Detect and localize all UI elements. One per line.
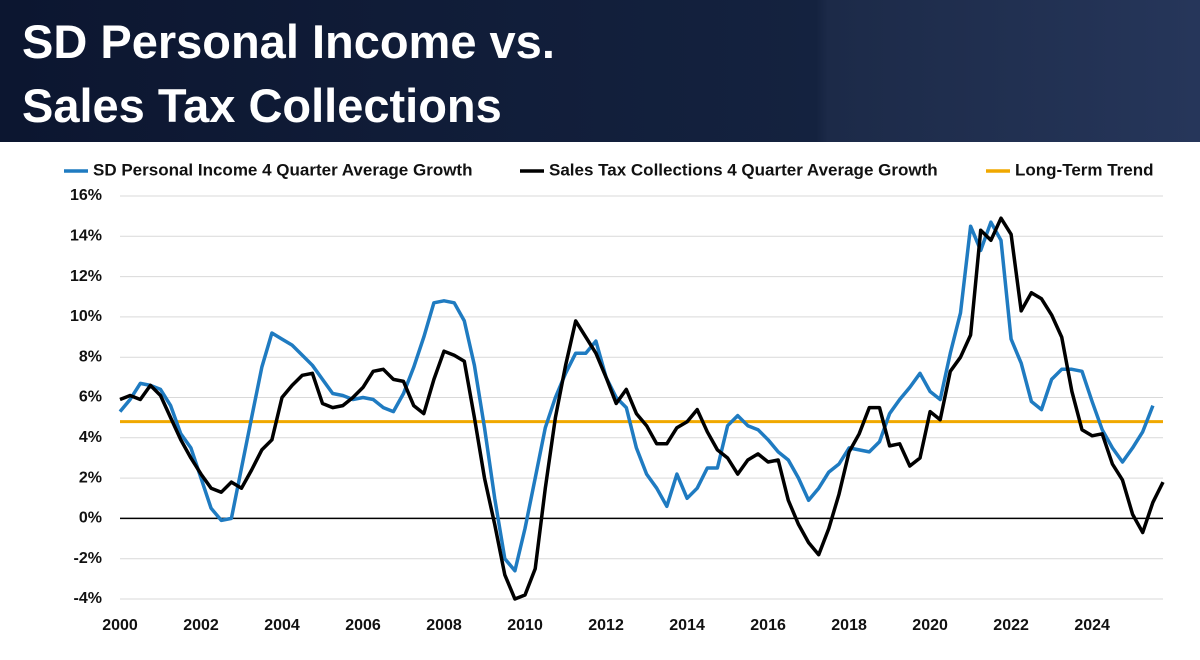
x-tick-label: 2000: [102, 617, 138, 634]
series-line: [118, 220, 1155, 573]
y-tick-label: 16%: [70, 187, 102, 204]
y-tick-label: 8%: [79, 348, 102, 365]
y-tick-label: 12%: [70, 268, 102, 285]
x-tick-label: 2022: [993, 617, 1029, 634]
legend-label: Sales Tax Collections 4 Quarter Average …: [549, 160, 938, 179]
y-tick-label: 2%: [79, 469, 102, 486]
x-tick-label: 2008: [426, 617, 462, 634]
header-band: [0, 0, 1200, 142]
y-tick-label: 10%: [70, 308, 102, 325]
x-tick-label: 2018: [831, 617, 867, 634]
x-tick-label: 2004: [264, 617, 300, 634]
x-tick-label: 2014: [669, 617, 705, 634]
y-tick-label: 4%: [79, 429, 102, 446]
x-tick-label: 2010: [507, 617, 543, 634]
y-tick-label: 14%: [70, 228, 102, 245]
y-tick-label: 0%: [79, 510, 102, 527]
title-line: Sales Tax Collections: [22, 79, 502, 132]
series-line: [119, 216, 1165, 601]
x-tick-label: 2006: [345, 617, 381, 634]
y-tick-label: 6%: [79, 389, 102, 406]
x-tick-label: 2024: [1074, 617, 1110, 634]
y-tick-label: -2%: [74, 550, 102, 567]
x-tick-label: 2002: [183, 617, 219, 634]
x-tick-label: 2020: [912, 617, 948, 634]
title-line: SD Personal Income vs.: [22, 15, 555, 68]
plot: -4% -2% 0% 2% 4% 6% 8% 10% 12% 14% 16% 2000 2002 2004…: [64, 160, 1165, 634]
x-tick-label: 2016: [750, 617, 786, 634]
legend-label: SD Personal Income 4 Quarter Average Gro…: [93, 160, 472, 179]
x-tick-label: 2012: [588, 617, 624, 634]
legend-label: Long-Term Trend: [1015, 160, 1154, 179]
y-tick-label: -4%: [74, 590, 102, 607]
